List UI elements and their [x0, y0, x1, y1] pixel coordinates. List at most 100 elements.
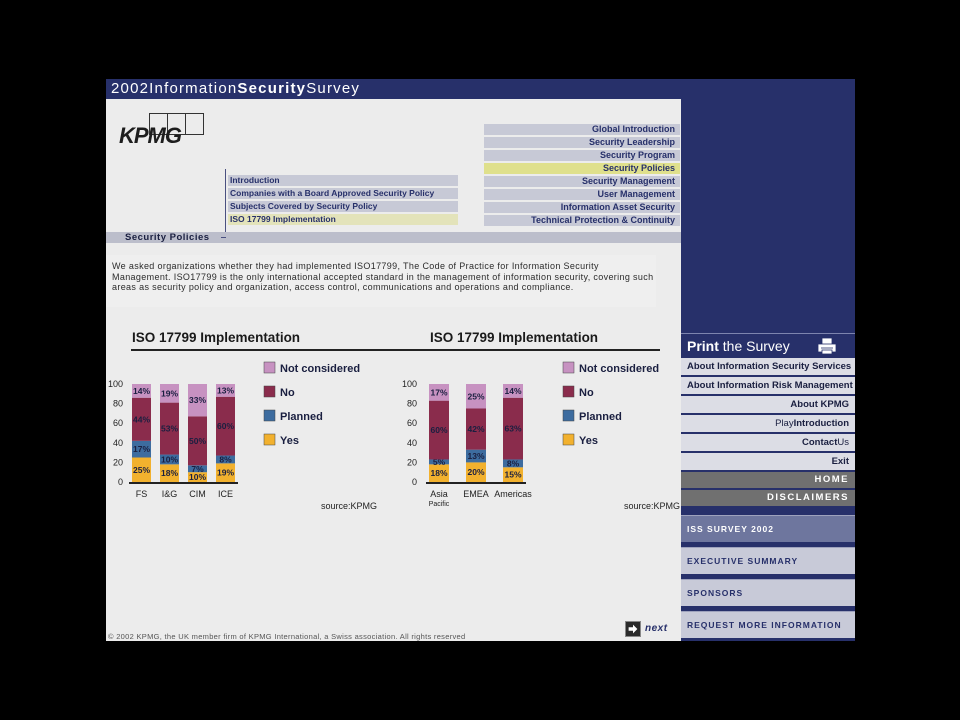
link-exit[interactable]: Exit [681, 453, 855, 470]
logo-text: KPMG [119, 123, 182, 148]
nav-technical-protection[interactable]: Technical Protection & Continuity [484, 215, 680, 226]
chart-1-rule [131, 349, 386, 351]
y-tick-label: 20 [407, 457, 417, 467]
section-connector [221, 237, 226, 238]
nav-security-leadership[interactable]: Security Leadership [484, 137, 680, 148]
y-tick-label: 80 [407, 399, 417, 409]
y-tick-label: 100 [108, 379, 123, 389]
logo-box-3 [185, 113, 204, 135]
y-tick-label: 0 [118, 477, 123, 487]
btn-iss-survey[interactable]: ISS SURVEY 2002 [681, 515, 855, 542]
chart-2-rule [386, 349, 660, 351]
subnav-connector-line [225, 169, 226, 239]
y-tick-label: 60 [113, 418, 123, 428]
legend-label: Planned [579, 411, 622, 423]
data-label: 13% [217, 385, 234, 395]
subnav-introduction[interactable]: Introduction [228, 175, 458, 186]
chart-1-title: ISO 17799 Implementation [132, 330, 301, 345]
data-label: 60% [217, 421, 234, 431]
intro-background [106, 255, 656, 307]
data-label: 5% [433, 457, 446, 467]
data-label: 15% [504, 470, 521, 480]
data-label: 19% [161, 388, 178, 398]
bar-segment [216, 384, 235, 397]
print-survey-button[interactable]: Print the Survey [681, 333, 855, 357]
data-label: 17% [430, 387, 447, 397]
category-label: FS [136, 489, 148, 499]
bar-segment [429, 384, 449, 401]
next-label: next [645, 623, 668, 634]
bar-segment [429, 464, 449, 482]
legend-swatch [562, 361, 575, 374]
btn-request-info[interactable]: REQUEST MORE INFORMATION [681, 611, 855, 638]
header-word-survey: Survey [306, 80, 361, 97]
legend-swatch [263, 385, 276, 398]
subnav-subjects-covered[interactable]: Subjects Covered by Security Policy [228, 201, 458, 212]
bar-segment [132, 384, 151, 398]
legend-swatch [562, 385, 575, 398]
category-label: Asia [430, 489, 448, 499]
data-label: 63% [504, 424, 521, 434]
link-disclaimers[interactable]: DISCLAIMERS [681, 490, 855, 506]
bar-segment [132, 397, 151, 441]
subnav-iso-17799[interactable]: ISO 17799 Implementation [228, 214, 458, 225]
link-contact-us[interactable]: ContactUs [681, 434, 855, 451]
legend-label: Yes [280, 435, 299, 447]
data-label: 10% [161, 454, 178, 464]
bar-segment [503, 397, 523, 460]
category-sublabel: Pacific [429, 501, 450, 508]
data-label: 53% [161, 424, 178, 434]
legend-swatch [562, 433, 575, 446]
data-label: 19% [217, 468, 234, 478]
bar-segment [216, 455, 235, 464]
bar-segment [132, 457, 151, 482]
bar-segment [466, 462, 486, 482]
intro-text: We asked organizations whether they had … [112, 261, 654, 293]
btn-executive-summary[interactable]: EXECUTIVE SUMMARY [681, 547, 855, 574]
category-label: CIM [189, 489, 206, 499]
data-label: 8% [219, 454, 232, 464]
data-label: 60% [430, 425, 447, 435]
btn-sponsors[interactable]: SPONSORS [681, 579, 855, 606]
data-label: 17% [133, 444, 150, 454]
link-play-introduction[interactable]: PlayIntroduction [681, 415, 855, 432]
link-about-kpmg[interactable]: About KPMG [681, 396, 855, 413]
arrow-right-icon [625, 621, 641, 637]
sub-nav: Introduction Companies with a Board Appr… [228, 175, 458, 227]
bar-segment [429, 459, 449, 465]
nav-information-asset-security[interactable]: Information Asset Security [484, 202, 680, 213]
header-word-information: Information [149, 80, 238, 97]
link-about-iss[interactable]: About Information Security Services [681, 358, 855, 375]
data-label: 50% [189, 436, 206, 446]
legend-swatch [263, 433, 276, 446]
bar-segment [503, 384, 523, 398]
copyright-footer: © 2002 KPMG, the UK member firm of KPMG … [108, 632, 466, 641]
nav-global-introduction[interactable]: Global Introduction [484, 124, 680, 135]
print-label: the Survey [722, 338, 790, 354]
nav-security-policies[interactable]: Security Policies [484, 163, 680, 174]
link-home[interactable]: HOME [681, 472, 855, 488]
bar-segment [216, 463, 235, 482]
nav-user-management[interactable]: User Management [484, 189, 680, 200]
legend-swatch [263, 361, 276, 374]
data-label: 8% [507, 458, 520, 468]
subnav-board-approved-policy[interactable]: Companies with a Board Approved Security… [228, 188, 458, 199]
bar-segment [466, 384, 486, 409]
chart-2-svg: 0 20 40 60 80 100 18%5% 60% 17% Asia Pacific 20% 13%… [402, 361, 680, 511]
bar-segment [503, 459, 523, 468]
link-contact-part-b: Us [837, 437, 849, 448]
legend-label: Not considered [579, 363, 659, 375]
chart-2-title: ISO 17799 Implementation [430, 330, 599, 345]
nav-security-program[interactable]: Security Program [484, 150, 680, 161]
link-play-part-a: Play [775, 418, 794, 429]
legend-label: Yes [579, 435, 598, 447]
data-label: 13% [467, 451, 484, 461]
y-tick-label: 20 [113, 457, 123, 467]
y-tick-label: 80 [113, 399, 123, 409]
bar-segment [188, 384, 207, 417]
data-label: 44% [133, 414, 150, 424]
nav-security-management[interactable]: Security Management [484, 176, 680, 187]
bar-segment [429, 400, 449, 460]
category-label: I&G [162, 489, 178, 499]
link-about-irm[interactable]: About Information Risk Management [681, 377, 855, 394]
